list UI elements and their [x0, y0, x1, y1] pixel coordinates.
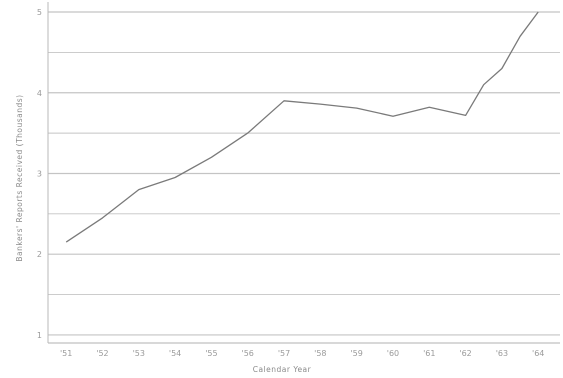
x-tick-label: '61 [423, 349, 435, 358]
series-line [65, 11, 539, 243]
y-axis-title: Bankers' Reports Received (Thousands) [15, 94, 24, 261]
x-tick-label: '51 [60, 349, 72, 358]
x-tick-label: '52 [96, 349, 108, 358]
x-tick-label: '53 [133, 349, 145, 358]
y-tick-labels: 1 2 3 4 5 [37, 8, 42, 340]
gridlines [48, 11, 560, 344]
x-tick-label: '56 [242, 349, 254, 358]
x-tick-label: '57 [278, 349, 290, 358]
x-tick-label: '58 [314, 349, 326, 358]
x-tick-label: '54 [169, 349, 181, 358]
x-tick-label: '64 [532, 349, 544, 358]
y-tick-label: 1 [37, 331, 42, 340]
x-tick-label: '60 [387, 349, 399, 358]
data-line [65, 11, 539, 243]
x-tick-label: '62 [459, 349, 471, 358]
y-tick-label: 4 [37, 89, 42, 98]
y-tick-label: 5 [37, 8, 42, 17]
x-tick-label: '55 [205, 349, 217, 358]
x-tick-label: '63 [496, 349, 508, 358]
x-axis-title: Calendar Year [253, 365, 312, 374]
y-tick-label: 2 [37, 250, 42, 259]
y-tick-label: 3 [37, 169, 42, 178]
x-tick-label: '59 [350, 349, 362, 358]
x-tick-labels: '51 '52 '53 '54 '55 '56 '57 '58 '59 '60 '61 '62 '63 '… [60, 349, 544, 358]
